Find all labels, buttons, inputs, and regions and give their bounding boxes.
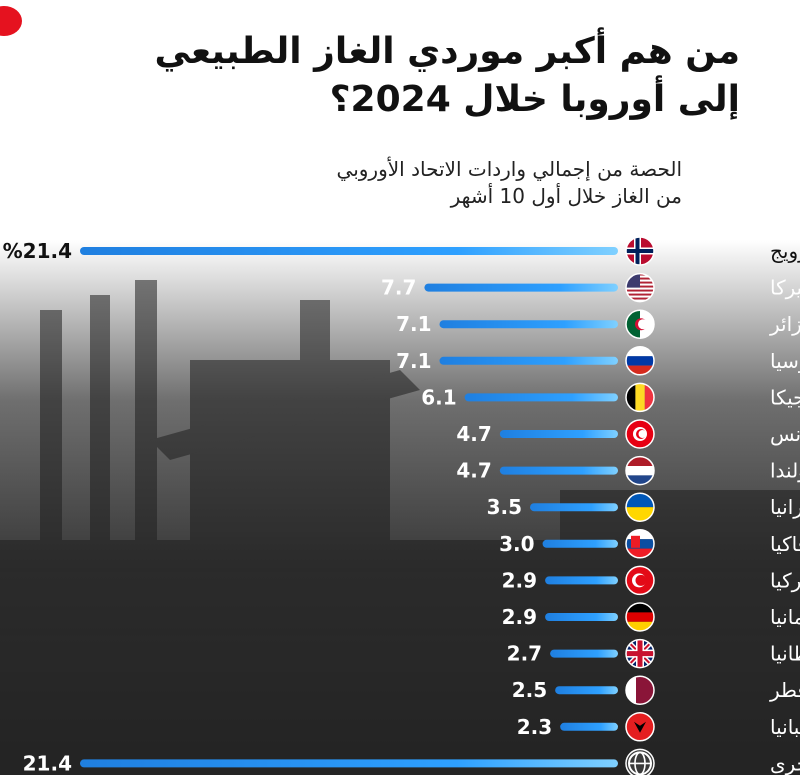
netherlands-flag-icon <box>625 455 655 486</box>
value-label-12: 2.5 <box>512 678 547 702</box>
algeria-flag-icon <box>625 309 655 339</box>
russia-flag-icon <box>625 346 655 376</box>
value-label-0: %21.4 <box>3 239 72 263</box>
albania-flag-icon <box>625 712 655 742</box>
category-label-1: أميركا <box>770 275 800 300</box>
category-label-8: سلوفاكيا <box>770 532 800 556</box>
category-label-13: ألبانيا <box>770 714 800 739</box>
brand-red-dot <box>0 6 22 36</box>
value-label-4: 6.1 <box>421 385 456 409</box>
bar-1 <box>424 283 618 292</box>
chart-title: من هم أكبر موردي الغاز الطبيعي إلى أوروب… <box>20 28 740 124</box>
bar-0 <box>80 247 618 255</box>
globe-icon <box>625 748 655 775</box>
category-label-5: تونس <box>770 422 800 446</box>
bar-13 <box>560 722 618 731</box>
germany-flag-icon <box>625 602 655 632</box>
bar-5 <box>499 430 618 438</box>
category-label-2: الجزائر <box>769 312 800 336</box>
value-label-2: 7.1 <box>396 312 431 336</box>
value-label-1: 7.7 <box>381 276 416 300</box>
value-label-11: 2.7 <box>507 642 542 666</box>
bar-4 <box>464 393 618 402</box>
bar-11 <box>550 649 618 658</box>
value-label-8: 3.0 <box>499 532 534 556</box>
category-label-9: تركيا <box>770 568 800 592</box>
slovakia-flag-icon <box>625 529 655 559</box>
bar-14 <box>80 759 618 768</box>
subtitle-line-1: الحصة من إجمالي واردات الاتحاد الأوروبي <box>336 157 682 181</box>
category-label-3: روسيا <box>770 349 800 373</box>
value-label-7: 3.5 <box>487 495 522 519</box>
value-label-14: 21.4 <box>23 751 72 775</box>
usa-flag-icon <box>625 272 655 303</box>
category-label-0: النرويج <box>770 239 800 263</box>
value-label-6: 4.7 <box>456 459 491 483</box>
bar-3 <box>439 356 618 365</box>
category-label-12: قطر <box>769 678 800 702</box>
value-label-3: 7.1 <box>396 349 431 373</box>
category-label-11: بريطانيا <box>770 642 800 666</box>
qatar-flag-icon <box>625 675 655 705</box>
bar-9 <box>545 576 618 585</box>
value-label-10: 2.9 <box>502 605 537 629</box>
belgium-flag-icon <box>625 382 655 413</box>
category-label-10: ألمانيا <box>770 604 800 629</box>
norway-flag-icon <box>625 236 655 266</box>
title-line-1: من هم أكبر موردي الغاز الطبيعي <box>154 31 740 72</box>
bar-10 <box>545 613 618 621</box>
subtitle-line-2: من الغاز خلال أول 10 أشهر <box>450 184 682 208</box>
category-label-14: دول أخرى <box>770 750 800 775</box>
category-label-6: هولندا <box>770 459 800 483</box>
value-label-9: 2.9 <box>502 568 537 592</box>
bar-6 <box>499 466 618 475</box>
tunisia-flag-icon <box>625 419 655 449</box>
category-label-7: أوكرانيا <box>770 494 800 519</box>
bar-2 <box>439 320 618 329</box>
uk-flag-icon <box>625 638 655 669</box>
bar-8 <box>542 539 618 548</box>
bar-7 <box>530 503 618 512</box>
background-industrial-photo <box>0 240 800 775</box>
bar-12 <box>555 686 618 695</box>
value-label-13: 2.3 <box>517 715 552 739</box>
chart-subtitle: الحصة من إجمالي واردات الاتحاد الأوروبي … <box>82 156 682 210</box>
category-label-4: بلجيكا <box>770 385 800 409</box>
title-line-2: إلى أوروبا خلال 2024؟ <box>329 79 740 120</box>
ukraine-flag-icon <box>625 492 655 522</box>
turkey-flag-icon <box>625 565 655 596</box>
value-label-5: 4.7 <box>456 422 491 446</box>
